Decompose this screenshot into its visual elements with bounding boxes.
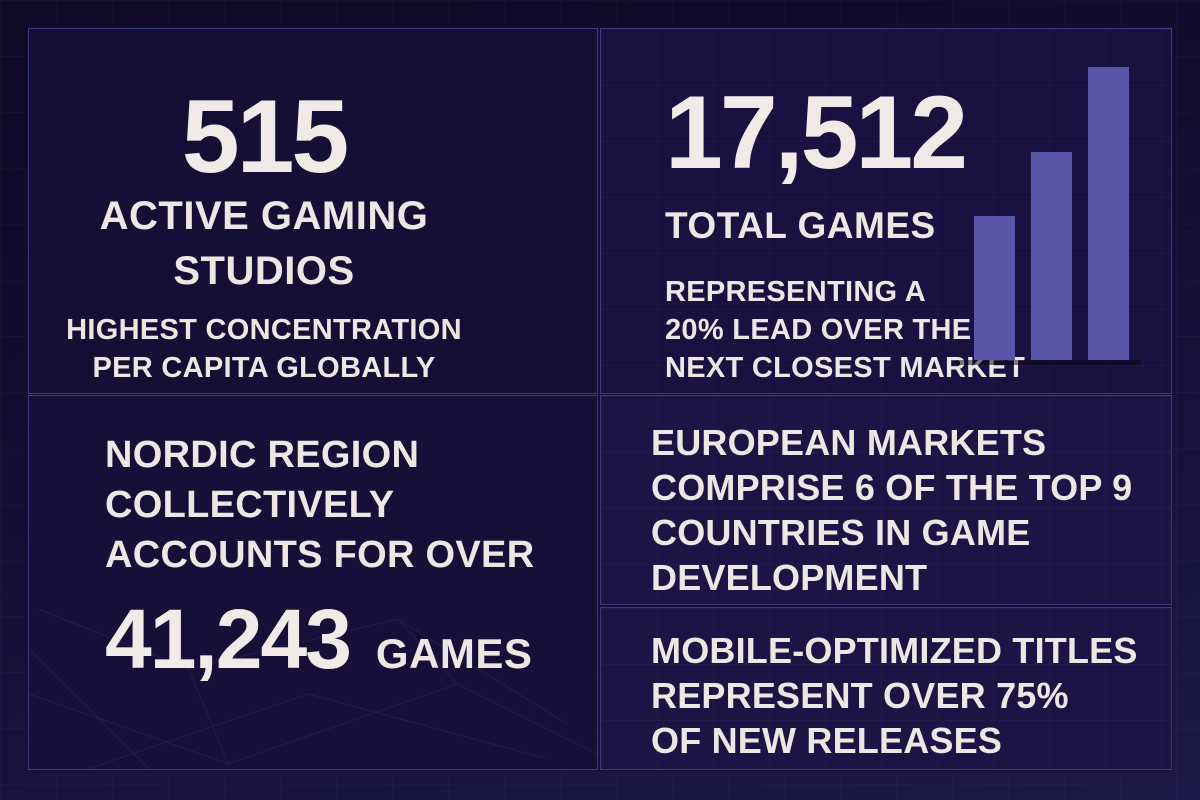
total-games-content: 17,512 TOTAL GAMES REPRESENTING A 20% LE… [601,29,1171,387]
studios-content: 515 ACTIVE GAMING STUDIOS HIGHEST CONCEN… [29,29,499,387]
stat-card-nordic: NORDIC REGION COLLECTIVELY ACCOUNTS FOR … [28,395,598,770]
nordic-value-row: 41,243 GAMES [105,594,597,684]
european-line3: COUNTRIES IN GAME [651,512,1031,553]
nordic-content: NORDIC REGION COLLECTIVELY ACCOUNTS FOR … [29,396,597,684]
total-games-subtitle-line1: REPRESENTING A [665,276,926,308]
bar [1088,67,1129,360]
studios-title-line1: ACTIVE GAMING [99,194,429,238]
stat-card-total-games: 17,512 TOTAL GAMES REPRESENTING A 20% LE… [600,28,1172,394]
bar-chart-baseline [956,360,1141,365]
total-games-count: 17,512 [665,75,968,191]
nordic-games-count: 41,243 [105,592,352,686]
mobile-line2: REPRESENT OVER 75% [651,675,1069,716]
mobile-line1: MOBILE-OPTIMIZED TITLES [651,630,1138,671]
studios-subtitle: HIGHEST CONCENTRATION PER CAPITA GLOBALL… [29,311,499,387]
mobile-statement: MOBILE-OPTIMIZED TITLES REPRESENT OVER 7… [601,608,1171,763]
total-games-title: TOTAL GAMES [665,205,936,246]
total-games-subtitle-line3: NEXT CLOSEST MARKET [665,352,1026,384]
total-games-subtitle: REPRESENTING A 20% LEAD OVER THE NEXT CL… [665,273,1171,387]
bar [974,216,1015,360]
studios-title-line2: STUDIOS [173,249,355,293]
bar-chart-icon [974,67,1129,360]
nordic-line1: NORDIC REGION [105,434,420,476]
stat-card-studios: 515 ACTIVE GAMING STUDIOS HIGHEST CONCEN… [28,28,598,394]
total-games-subtitle-line2: 20% LEAD OVER THE [665,314,972,346]
stat-card-mobile: MOBILE-OPTIMIZED TITLES REPRESENT OVER 7… [600,607,1172,770]
mobile-line3: OF NEW RELEASES [651,720,1003,761]
studios-count: 515 [181,79,350,195]
studios-subtitle-line1: HIGHEST CONCENTRATION [66,314,462,346]
studios-subtitle-line2: PER CAPITA GLOBALLY [92,352,436,384]
nordic-line2: COLLECTIVELY [105,484,395,526]
nordic-statement: NORDIC REGION COLLECTIVELY ACCOUNTS FOR … [105,430,597,580]
bar [1031,152,1072,360]
european-line4: DEVELOPMENT [651,557,928,598]
european-statement: EUROPEAN MARKETS COMPRISE 6 OF THE TOP 9… [601,396,1171,600]
stat-card-european: EUROPEAN MARKETS COMPRISE 6 OF THE TOP 9… [600,395,1172,605]
nordic-line3: ACCOUNTS FOR OVER [105,534,535,576]
european-line1: EUROPEAN MARKETS [651,422,1047,463]
european-line2: COMPRISE 6 OF THE TOP 9 [651,467,1133,508]
studios-title: ACTIVE GAMING STUDIOS [29,189,499,299]
nordic-games-label: GAMES [375,630,533,677]
